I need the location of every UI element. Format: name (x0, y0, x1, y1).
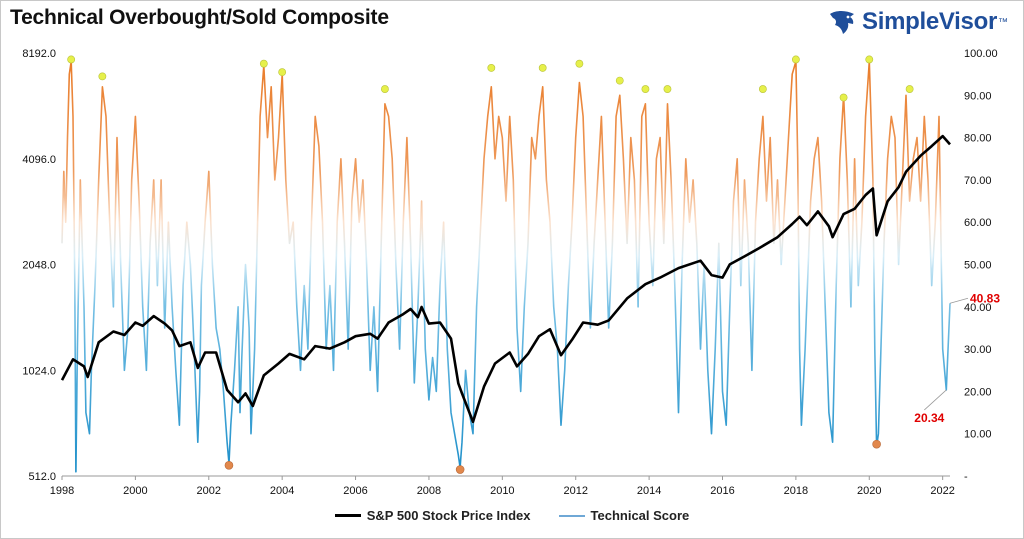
x-tick-label: 2016 (710, 485, 734, 497)
overbought-marker (905, 85, 914, 93)
x-tick-label: 1998 (50, 485, 74, 497)
brand-trademark: ™ (998, 16, 1008, 28)
y-left-tick-label: 1024.0 (22, 365, 56, 377)
x-tick-label: 2002 (197, 485, 221, 497)
legend-swatch-score (558, 514, 585, 517)
oversold-marker (224, 461, 234, 470)
x-tick-label: 2004 (270, 485, 294, 497)
overbought-marker (758, 85, 767, 93)
left-axis: 512.0 1024.0 2048.0 4096.0 8192.0 (22, 48, 56, 483)
x-tick-label: 2018 (784, 485, 808, 497)
x-tick-label: 2010 (490, 485, 514, 497)
y-right-tick-label: 100.00 (964, 48, 998, 60)
right-axis: - 10.00 20.00 30.00 40.00 50.00 60.00 70.00 80.0… (964, 48, 998, 483)
x-tick-label: 2022 (930, 485, 954, 497)
x-tick-label: 2020 (857, 485, 881, 497)
legend: S&P 500 Stock Price Index Technical Scor… (0, 508, 1024, 523)
legend-label-price: S&P 500 Stock Price Index (366, 508, 531, 523)
plot-area: 40.83 20.34 (60, 55, 1000, 474)
y-right-tick-label: 40.00 (964, 302, 992, 314)
y-left-tick-label: 512.0 (28, 471, 56, 483)
y-right-tick-label: 60.00 (964, 217, 992, 229)
annotation-label: 40.83 (970, 291, 1000, 305)
overbought-marker (487, 64, 496, 72)
x-tick-label: 2012 (563, 485, 587, 497)
y-right-tick-label: - (964, 471, 968, 483)
x-tick-label: 2008 (417, 485, 441, 497)
y-right-tick-label: 90.00 (964, 90, 992, 102)
y-left-tick-label: 4096.0 (22, 154, 56, 166)
x-tick-label: 2000 (123, 485, 147, 497)
y-left-tick-label: 8192.0 (22, 48, 56, 60)
oversold-marker (872, 439, 881, 449)
overbought-marker (67, 55, 76, 64)
overbought-marker (381, 85, 389, 93)
overbought-marker (615, 76, 624, 85)
x-tick-label: 2014 (637, 485, 661, 497)
overbought-marker (538, 64, 547, 72)
y-left-tick-label: 2048.0 (22, 260, 56, 272)
y-right-tick-label: 50.00 (964, 260, 992, 272)
overbought-marker (98, 72, 107, 81)
legend-item-score: Technical Score (558, 508, 690, 523)
eagle-icon (830, 11, 855, 34)
y-right-tick-label: 70.00 (964, 175, 992, 187)
x-axis: 1998 2000 2002 2004 2006 2008 2010 2012 2014 2016… (50, 475, 955, 497)
y-right-tick-label: 30.00 (964, 344, 992, 356)
y-right-tick-label: 10.00 (964, 429, 992, 441)
annotation-leader (924, 389, 947, 411)
overbought-marker (575, 59, 584, 68)
legend-label-score: Technical Score (590, 508, 690, 523)
sp500-price-line (60, 134, 951, 424)
y-right-tick-label: 20.00 (964, 386, 992, 398)
annotation-leader (949, 297, 969, 304)
overbought-marker (791, 55, 800, 64)
overbought-marker (865, 55, 874, 64)
chart-title: Technical Overbought/Sold Composite (10, 6, 389, 29)
technical-score-line (61, 60, 951, 473)
overbought-marker (663, 85, 672, 93)
annotation-label: 20.34 (914, 411, 944, 425)
y-right-tick-label: 80.00 (964, 133, 992, 145)
x-tick-label: 2006 (343, 485, 367, 497)
overbought-marker (259, 59, 268, 68)
oversold-marker (455, 465, 465, 474)
legend-item-price: S&P 500 Stock Price Index (334, 508, 531, 523)
overbought-marker (278, 68, 287, 77)
overbought-marker (839, 93, 848, 102)
legend-swatch-price (334, 514, 361, 517)
brand-logo: SimpleVisor ™ (828, 8, 1008, 36)
overbought-marker (641, 85, 650, 93)
brand-name: SimpleVisor (862, 8, 997, 35)
